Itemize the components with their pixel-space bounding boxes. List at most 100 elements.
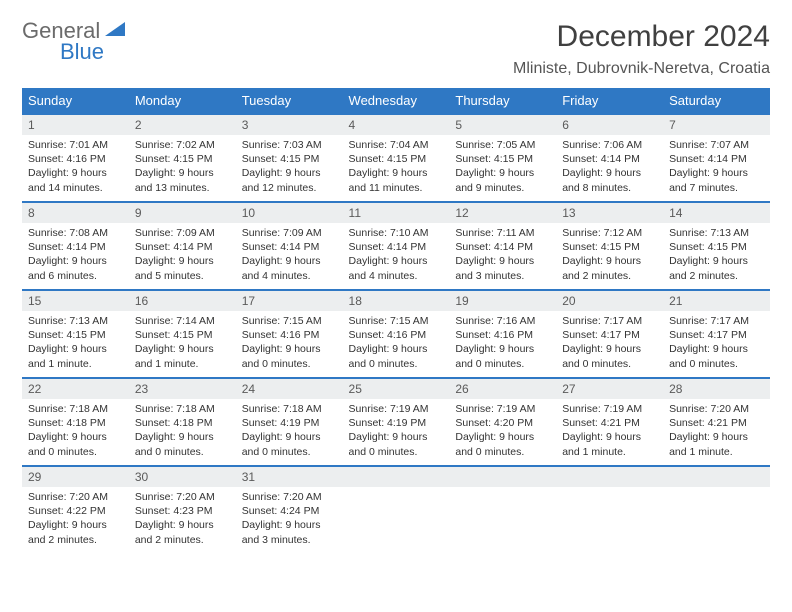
calendar-day-cell — [449, 466, 556, 554]
day-info: Sunrise: 7:08 AMSunset: 4:14 PMDaylight:… — [22, 223, 129, 289]
calendar-day-cell: 14Sunrise: 7:13 AMSunset: 4:15 PMDayligh… — [663, 202, 770, 290]
day-number: 30 — [129, 467, 236, 487]
day-number: 26 — [449, 379, 556, 399]
calendar-day-cell: 5Sunrise: 7:05 AMSunset: 4:15 PMDaylight… — [449, 114, 556, 202]
calendar-day-cell: 17Sunrise: 7:15 AMSunset: 4:16 PMDayligh… — [236, 290, 343, 378]
calendar-day-cell: 29Sunrise: 7:20 AMSunset: 4:22 PMDayligh… — [22, 466, 129, 554]
day-number: 1 — [22, 115, 129, 135]
calendar-week-row: 29Sunrise: 7:20 AMSunset: 4:22 PMDayligh… — [22, 466, 770, 554]
day-info: Sunrise: 7:13 AMSunset: 4:15 PMDaylight:… — [663, 223, 770, 289]
header: General Blue December 2024 Mliniste, Dub… — [22, 20, 770, 78]
day-info: Sunrise: 7:19 AMSunset: 4:19 PMDaylight:… — [343, 399, 450, 465]
day-number: 10 — [236, 203, 343, 223]
logo: General Blue — [22, 20, 125, 63]
calendar-day-cell: 21Sunrise: 7:17 AMSunset: 4:17 PMDayligh… — [663, 290, 770, 378]
weekday-header: Friday — [556, 88, 663, 114]
day-info: Sunrise: 7:13 AMSunset: 4:15 PMDaylight:… — [22, 311, 129, 377]
calendar-day-cell: 26Sunrise: 7:19 AMSunset: 4:20 PMDayligh… — [449, 378, 556, 466]
calendar-day-cell: 10Sunrise: 7:09 AMSunset: 4:14 PMDayligh… — [236, 202, 343, 290]
day-info: Sunrise: 7:09 AMSunset: 4:14 PMDaylight:… — [129, 223, 236, 289]
day-number: 20 — [556, 291, 663, 311]
day-info: Sunrise: 7:20 AMSunset: 4:22 PMDaylight:… — [22, 487, 129, 553]
calendar-day-cell: 31Sunrise: 7:20 AMSunset: 4:24 PMDayligh… — [236, 466, 343, 554]
calendar-day-cell: 30Sunrise: 7:20 AMSunset: 4:23 PMDayligh… — [129, 466, 236, 554]
weekday-header: Sunday — [22, 88, 129, 114]
calendar-week-row: 8Sunrise: 7:08 AMSunset: 4:14 PMDaylight… — [22, 202, 770, 290]
day-info: Sunrise: 7:17 AMSunset: 4:17 PMDaylight:… — [556, 311, 663, 377]
weekday-header: Saturday — [663, 88, 770, 114]
location: Mliniste, Dubrovnik-Neretva, Croatia — [513, 60, 770, 78]
day-info: Sunrise: 7:04 AMSunset: 4:15 PMDaylight:… — [343, 135, 450, 201]
blank-day — [663, 467, 770, 487]
calendar-day-cell: 11Sunrise: 7:10 AMSunset: 4:14 PMDayligh… — [343, 202, 450, 290]
day-info: Sunrise: 7:19 AMSunset: 4:21 PMDaylight:… — [556, 399, 663, 465]
calendar-day-cell: 6Sunrise: 7:06 AMSunset: 4:14 PMDaylight… — [556, 114, 663, 202]
day-info: Sunrise: 7:20 AMSunset: 4:21 PMDaylight:… — [663, 399, 770, 465]
day-info: Sunrise: 7:07 AMSunset: 4:14 PMDaylight:… — [663, 135, 770, 201]
day-number: 13 — [556, 203, 663, 223]
day-number: 25 — [343, 379, 450, 399]
calendar-day-cell — [556, 466, 663, 554]
day-info: Sunrise: 7:18 AMSunset: 4:18 PMDaylight:… — [129, 399, 236, 465]
calendar-day-cell: 12Sunrise: 7:11 AMSunset: 4:14 PMDayligh… — [449, 202, 556, 290]
calendar-day-cell: 23Sunrise: 7:18 AMSunset: 4:18 PMDayligh… — [129, 378, 236, 466]
calendar-week-row: 15Sunrise: 7:13 AMSunset: 4:15 PMDayligh… — [22, 290, 770, 378]
day-info: Sunrise: 7:12 AMSunset: 4:15 PMDaylight:… — [556, 223, 663, 289]
day-info: Sunrise: 7:18 AMSunset: 4:18 PMDaylight:… — [22, 399, 129, 465]
day-number: 8 — [22, 203, 129, 223]
day-number: 22 — [22, 379, 129, 399]
calendar-day-cell: 15Sunrise: 7:13 AMSunset: 4:15 PMDayligh… — [22, 290, 129, 378]
blank-day — [343, 467, 450, 487]
day-number: 11 — [343, 203, 450, 223]
day-info: Sunrise: 7:03 AMSunset: 4:15 PMDaylight:… — [236, 135, 343, 201]
day-info: Sunrise: 7:16 AMSunset: 4:16 PMDaylight:… — [449, 311, 556, 377]
weekday-header: Tuesday — [236, 88, 343, 114]
day-number: 7 — [663, 115, 770, 135]
calendar-day-cell: 22Sunrise: 7:18 AMSunset: 4:18 PMDayligh… — [22, 378, 129, 466]
day-info: Sunrise: 7:01 AMSunset: 4:16 PMDaylight:… — [22, 135, 129, 201]
logo-triangle-icon — [105, 22, 125, 38]
calendar-day-cell: 19Sunrise: 7:16 AMSunset: 4:16 PMDayligh… — [449, 290, 556, 378]
day-number: 6 — [556, 115, 663, 135]
day-number: 19 — [449, 291, 556, 311]
calendar-day-cell: 8Sunrise: 7:08 AMSunset: 4:14 PMDaylight… — [22, 202, 129, 290]
day-number: 12 — [449, 203, 556, 223]
day-number: 16 — [129, 291, 236, 311]
day-number: 2 — [129, 115, 236, 135]
calendar-week-row: 22Sunrise: 7:18 AMSunset: 4:18 PMDayligh… — [22, 378, 770, 466]
calendar-day-cell: 24Sunrise: 7:18 AMSunset: 4:19 PMDayligh… — [236, 378, 343, 466]
day-number: 4 — [343, 115, 450, 135]
calendar-day-cell: 20Sunrise: 7:17 AMSunset: 4:17 PMDayligh… — [556, 290, 663, 378]
day-number: 29 — [22, 467, 129, 487]
day-number: 31 — [236, 467, 343, 487]
day-info: Sunrise: 7:14 AMSunset: 4:15 PMDaylight:… — [129, 311, 236, 377]
day-info: Sunrise: 7:10 AMSunset: 4:14 PMDaylight:… — [343, 223, 450, 289]
calendar-day-cell: 9Sunrise: 7:09 AMSunset: 4:14 PMDaylight… — [129, 202, 236, 290]
calendar-day-cell: 2Sunrise: 7:02 AMSunset: 4:15 PMDaylight… — [129, 114, 236, 202]
day-info: Sunrise: 7:06 AMSunset: 4:14 PMDaylight:… — [556, 135, 663, 201]
day-number: 27 — [556, 379, 663, 399]
day-number: 28 — [663, 379, 770, 399]
day-info: Sunrise: 7:18 AMSunset: 4:19 PMDaylight:… — [236, 399, 343, 465]
logo-text-blue: Blue — [60, 41, 125, 63]
calendar-day-cell: 3Sunrise: 7:03 AMSunset: 4:15 PMDaylight… — [236, 114, 343, 202]
day-info: Sunrise: 7:15 AMSunset: 4:16 PMDaylight:… — [236, 311, 343, 377]
weekday-header: Thursday — [449, 88, 556, 114]
day-number: 15 — [22, 291, 129, 311]
day-number: 24 — [236, 379, 343, 399]
day-number: 23 — [129, 379, 236, 399]
calendar-day-cell: 27Sunrise: 7:19 AMSunset: 4:21 PMDayligh… — [556, 378, 663, 466]
calendar-table: SundayMondayTuesdayWednesdayThursdayFrid… — [22, 88, 770, 554]
calendar-day-cell — [663, 466, 770, 554]
day-info: Sunrise: 7:11 AMSunset: 4:14 PMDaylight:… — [449, 223, 556, 289]
calendar-day-cell: 7Sunrise: 7:07 AMSunset: 4:14 PMDaylight… — [663, 114, 770, 202]
title-block: December 2024 Mliniste, Dubrovnik-Neretv… — [513, 20, 770, 78]
day-number: 18 — [343, 291, 450, 311]
day-info: Sunrise: 7:20 AMSunset: 4:23 PMDaylight:… — [129, 487, 236, 553]
calendar-day-cell: 4Sunrise: 7:04 AMSunset: 4:15 PMDaylight… — [343, 114, 450, 202]
day-number: 3 — [236, 115, 343, 135]
calendar-day-cell: 1Sunrise: 7:01 AMSunset: 4:16 PMDaylight… — [22, 114, 129, 202]
calendar-day-cell: 18Sunrise: 7:15 AMSunset: 4:16 PMDayligh… — [343, 290, 450, 378]
day-info: Sunrise: 7:15 AMSunset: 4:16 PMDaylight:… — [343, 311, 450, 377]
calendar-day-cell: 28Sunrise: 7:20 AMSunset: 4:21 PMDayligh… — [663, 378, 770, 466]
